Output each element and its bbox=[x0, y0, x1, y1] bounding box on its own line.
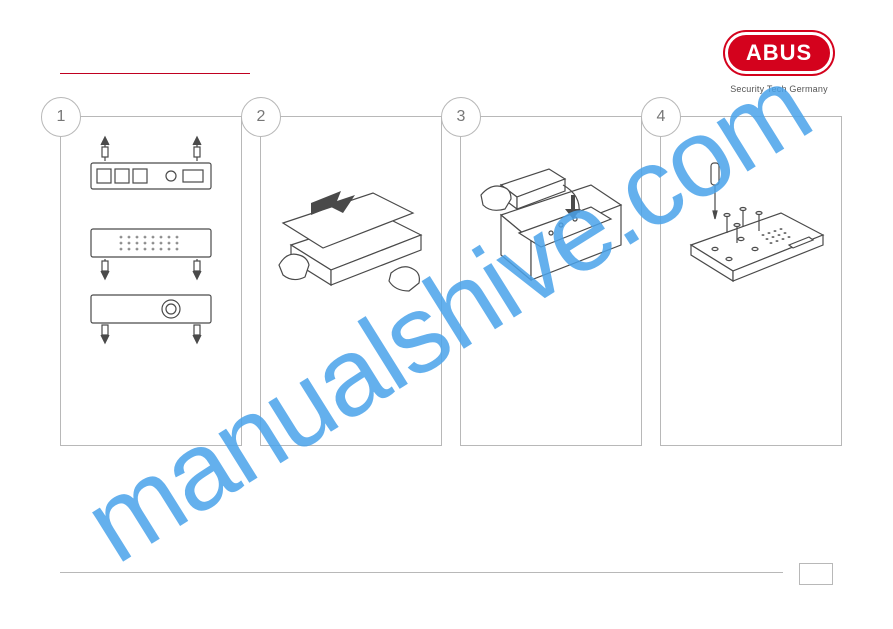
step-2-box: 2 bbox=[260, 116, 442, 446]
connect-hdd-icon bbox=[471, 155, 631, 315]
step-3-illustration bbox=[461, 117, 641, 353]
title-row bbox=[60, 56, 833, 74]
brand-name: ABUS bbox=[746, 40, 812, 66]
title-underline bbox=[60, 56, 250, 74]
step-4-box: 4 bbox=[660, 116, 842, 446]
screw-bottom-icon bbox=[671, 155, 831, 315]
step-3-box: 3 bbox=[460, 116, 642, 446]
installation-steps: 1 bbox=[60, 116, 833, 446]
step-2-illustration bbox=[261, 117, 441, 353]
brand-badge: ABUS bbox=[725, 32, 833, 80]
step-1-number: 1 bbox=[41, 97, 81, 137]
brand-badge-shape: ABUS bbox=[725, 32, 833, 74]
step-4-illustration bbox=[661, 117, 841, 353]
footer-rule bbox=[60, 572, 783, 573]
step-3-number: 3 bbox=[441, 97, 481, 137]
step-2-number: 2 bbox=[241, 97, 281, 137]
brand-tagline: Security Tech Germany bbox=[725, 84, 833, 94]
manual-page: ABUS Security Tech Germany 1 bbox=[0, 0, 893, 629]
step-1-illustration bbox=[61, 117, 241, 353]
page-number bbox=[799, 563, 833, 585]
remove-screws-icon bbox=[71, 125, 231, 345]
step-4-number: 4 bbox=[641, 97, 681, 137]
brand-logo-block: ABUS Security Tech Germany bbox=[725, 32, 833, 94]
slide-cover-icon bbox=[271, 155, 431, 315]
step-1-box: 1 bbox=[60, 116, 242, 446]
